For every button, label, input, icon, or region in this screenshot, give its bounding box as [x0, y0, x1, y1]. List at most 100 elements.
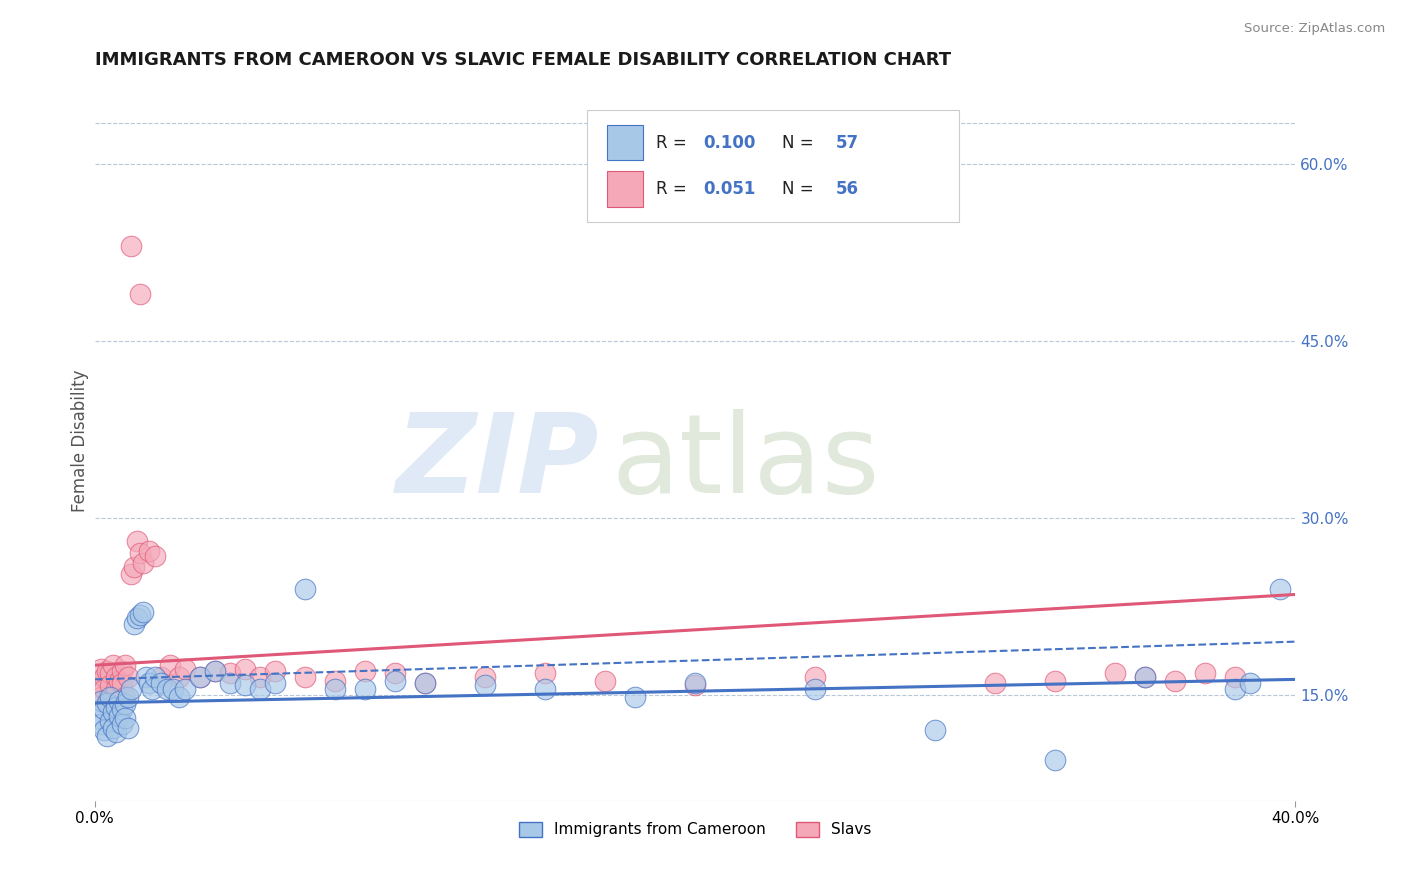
Point: [135, 670, 157, 684]
Point: [90, 690, 112, 704]
Point: [98, 678, 121, 692]
Point: [683, 676, 706, 690]
Point: [984, 676, 1007, 690]
Point: [141, 681, 163, 696]
Point: [96, 664, 118, 678]
Point: [323, 673, 346, 688]
Point: [294, 670, 316, 684]
Bar: [607, 125, 644, 161]
Point: [534, 666, 557, 681]
Point: [1104, 666, 1126, 681]
Point: [384, 666, 406, 681]
Point: [128, 286, 150, 301]
Point: [159, 658, 181, 673]
Point: [111, 702, 134, 716]
Point: [87, 676, 110, 690]
Text: R =: R =: [655, 134, 692, 152]
Point: [593, 673, 616, 688]
Point: [1225, 681, 1247, 696]
Point: [132, 556, 155, 570]
Point: [1225, 670, 1247, 684]
Point: [117, 721, 139, 735]
Point: [173, 681, 195, 696]
Point: [1164, 673, 1187, 688]
Point: [1135, 670, 1157, 684]
Point: [683, 678, 706, 692]
Point: [1045, 673, 1067, 688]
Point: [354, 664, 377, 678]
Point: [138, 544, 160, 558]
Point: [1194, 666, 1216, 681]
Point: [96, 729, 118, 743]
Point: [413, 676, 436, 690]
FancyBboxPatch shape: [588, 110, 959, 221]
Point: [104, 670, 127, 684]
Point: [128, 546, 150, 560]
Point: [474, 678, 496, 692]
Point: [111, 664, 134, 678]
Point: [96, 696, 118, 710]
Point: [114, 690, 136, 704]
Point: [162, 681, 184, 696]
Point: [188, 670, 211, 684]
Point: [90, 662, 112, 676]
Point: [323, 681, 346, 696]
Point: [138, 676, 160, 690]
Point: [111, 676, 134, 690]
Point: [1135, 670, 1157, 684]
Point: [122, 616, 145, 631]
Point: [101, 658, 124, 673]
Text: IMMIGRANTS FROM CAMEROON VS SLAVIC FEMALE DISABILITY CORRELATION CHART: IMMIGRANTS FROM CAMEROON VS SLAVIC FEMAL…: [94, 51, 950, 69]
Point: [120, 239, 142, 253]
Point: [167, 690, 190, 704]
Point: [104, 699, 127, 714]
Point: [93, 670, 115, 684]
Point: [474, 670, 496, 684]
Point: [128, 607, 150, 622]
Point: [413, 676, 436, 690]
Point: [233, 678, 256, 692]
Text: R =: R =: [655, 180, 692, 198]
Point: [108, 693, 131, 707]
Point: [264, 676, 287, 690]
Point: [149, 676, 172, 690]
Point: [1045, 753, 1067, 767]
Point: [354, 681, 377, 696]
Point: [101, 690, 124, 704]
Point: [104, 725, 127, 739]
Point: [125, 534, 148, 549]
Point: [96, 693, 118, 707]
Point: [98, 690, 121, 704]
Point: [108, 693, 131, 707]
Point: [104, 681, 127, 696]
Point: [90, 717, 112, 731]
Point: [101, 721, 124, 735]
Point: [117, 670, 139, 684]
Point: [249, 681, 271, 696]
Point: [143, 549, 166, 563]
Point: [534, 681, 557, 696]
Point: [924, 723, 946, 738]
Point: [218, 676, 240, 690]
Text: N =: N =: [782, 134, 818, 152]
Point: [101, 706, 124, 720]
Point: [114, 658, 136, 673]
Legend: Immigrants from Cameroon, Slavs: Immigrants from Cameroon, Slavs: [513, 815, 877, 844]
Point: [218, 666, 240, 681]
Text: 56: 56: [835, 180, 859, 198]
Point: [233, 662, 256, 676]
Text: 0.051: 0.051: [703, 180, 756, 198]
Point: [249, 670, 271, 684]
Point: [98, 714, 121, 728]
Point: [120, 567, 142, 582]
Point: [167, 670, 190, 684]
Point: [114, 697, 136, 711]
Point: [188, 670, 211, 684]
Text: 57: 57: [835, 134, 859, 152]
Point: [114, 711, 136, 725]
Point: [93, 681, 115, 696]
Point: [108, 673, 131, 688]
Y-axis label: Female Disability: Female Disability: [72, 370, 89, 512]
Point: [93, 702, 115, 716]
Point: [98, 666, 121, 681]
